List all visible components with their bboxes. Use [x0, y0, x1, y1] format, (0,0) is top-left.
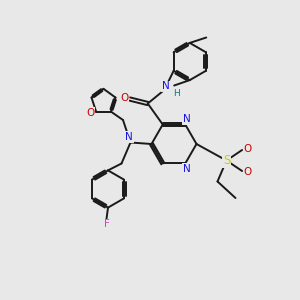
Text: N: N — [183, 114, 190, 124]
Text: S: S — [223, 154, 230, 167]
Text: N: N — [183, 164, 190, 174]
Text: F: F — [103, 219, 109, 230]
Text: O: O — [243, 143, 252, 154]
Text: H: H — [173, 88, 180, 98]
Text: N: N — [125, 132, 133, 142]
Text: O: O — [86, 108, 94, 118]
Text: O: O — [243, 167, 252, 178]
Text: N: N — [162, 81, 169, 92]
Text: O: O — [120, 92, 128, 103]
